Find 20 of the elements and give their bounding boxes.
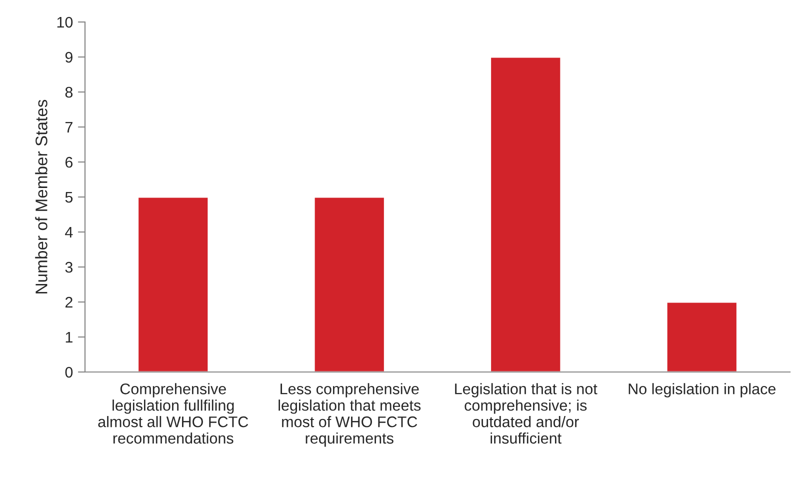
x-tick-label: Comprehensive legislation fullfiling almost all WHO FCTC recommendations: [98, 383, 248, 444]
y-tick-label: 8: [65, 86, 73, 98]
y-axis-title: Number of Member States: [35, 100, 48, 294]
x-tick-label: No legislation in place: [628, 383, 776, 398]
y-tick-label: 5: [65, 192, 73, 203]
bar: [666, 301, 738, 372]
y-tick-label: 3: [65, 262, 73, 273]
y-tick-label: 10: [57, 16, 73, 28]
y-tick-label: 9: [65, 52, 72, 63]
y-tick-label: 1: [66, 332, 72, 343]
y-tick-label: 4: [65, 227, 73, 238]
y-tick-label: 7: [65, 122, 72, 133]
x-tick-label: Legislation that is not comprehensive; is outdated and/or insufficient: [455, 383, 598, 444]
bar: [490, 56, 562, 372]
bar: [313, 196, 386, 372]
y-tick-label: 0: [65, 366, 73, 378]
x-tick-label: Less comprehensive legislation that meets most of WHO FCTC requirements: [278, 383, 421, 447]
y-tick-label: 6: [65, 156, 73, 168]
y-tick-label: 2: [65, 296, 72, 308]
bar: [137, 196, 210, 372]
